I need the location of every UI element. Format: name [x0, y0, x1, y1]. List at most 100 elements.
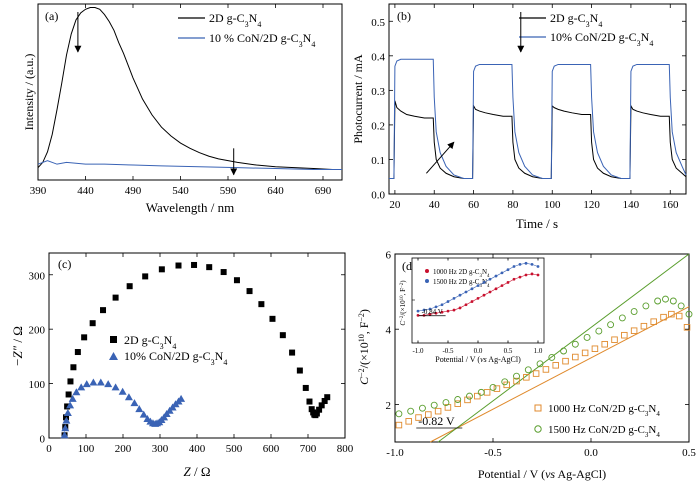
- p1-ytick-label-3: 0.3: [371, 86, 385, 98]
- p3-s1-point-7: [477, 388, 485, 396]
- p3-s0-point-24: [630, 327, 638, 334]
- inset-legend: 1000 Hz 2D g-C3N4 1500 Hz 2D g-C3N4: [425, 268, 490, 289]
- p2-s1-point-15: [130, 399, 139, 407]
- panel-a-frame: [37, 3, 343, 181]
- p3-s0-point-8: [474, 392, 481, 400]
- panel-c-legend-1: 2D g-C3N4: [124, 333, 176, 351]
- p2-xtick-label-5: 500: [226, 443, 243, 455]
- p3-s0-point-17: [562, 357, 569, 365]
- panel-a-legend-1: 2D g-C3N4: [209, 11, 261, 29]
- inset-frame: [411, 257, 545, 344]
- p3-s0-point-20: [591, 345, 599, 353]
- p3-s0-point-19: [581, 349, 589, 357]
- p2-xtick-label-7: 700: [300, 443, 317, 455]
- p3-s1-point-8: [489, 384, 497, 391]
- p3-s1-point-12: [536, 360, 544, 368]
- panel-b-xlabel: Time / s: [516, 216, 558, 231]
- p4-xtick-label-1: -0.5: [442, 347, 454, 355]
- p2-s0-point-12: [126, 283, 133, 290]
- p2-s0-point-14: [158, 266, 165, 273]
- p2-s0-point-16: [191, 261, 198, 268]
- p2-s1-point-6: [72, 388, 81, 396]
- p2-s0-point-15: [175, 262, 182, 269]
- p2-s1-point-10: [96, 378, 105, 386]
- p2-s0-point-26: [302, 384, 309, 391]
- p2-s0-point-18: [220, 269, 227, 276]
- p3-s1-point-19: [618, 314, 626, 322]
- p3-s1-point-24: [669, 297, 677, 305]
- p2-s0-point-32: [313, 410, 320, 417]
- p2-s1-point-17: [139, 410, 148, 418]
- p3-s1-point-23: [662, 295, 669, 303]
- p2-s0-point-23: [279, 332, 286, 339]
- p0-xtick-label-0: 390: [30, 185, 47, 197]
- p1-ytick-label-2: 0.2: [371, 120, 385, 132]
- p3-ytick-label-2: 6: [386, 250, 392, 262]
- p3-s1-point-22: [654, 297, 662, 305]
- p3-xtick-label-1: -0.5: [484, 447, 502, 459]
- p3-s1-point-10: [513, 372, 520, 380]
- p2-s0-point-7: [74, 349, 81, 356]
- p2-s1-point-7: [77, 383, 86, 391]
- p2-s1-point-8: [82, 380, 91, 388]
- p0-xtick-label-2: 490: [125, 185, 142, 197]
- p3-s0-point-30: [683, 324, 691, 331]
- inset-legend-1: 1000 Hz 2D g-C3N4: [433, 268, 490, 279]
- p4-xtick-label-0: -1.0: [412, 347, 424, 355]
- panel-c-legend: 2D g-C3N4 10% CoN/2D g-C3N4: [109, 333, 227, 367]
- p2-s0-point-28: [308, 406, 315, 413]
- panel-b-legend-2: 10% CoN/2D g-C3N4: [550, 30, 653, 48]
- p1-xtick-label-5: 120: [583, 199, 600, 211]
- p3-ytick-label-1: 4: [386, 325, 392, 337]
- panel-b-ylabel: Photocurrent / mA: [351, 54, 365, 144]
- p2-s0-point-17: [206, 264, 213, 271]
- p2-s0-point-8: [81, 334, 88, 341]
- p3-s1-point-4: [442, 399, 450, 406]
- panel-d: (d) C−2/(×1010, F−2) Potential / V (vs A…: [357, 250, 697, 482]
- p1-xtick-label-3: 80: [507, 199, 519, 211]
- p0-series-1: [37, 160, 342, 170]
- p2-s1-point-0: [60, 431, 69, 439]
- panel-d-inset: C−2/(×1010, F−2) Potential / V (vs Ag-Ag…: [399, 257, 545, 364]
- p3-s0-point-7: [464, 396, 471, 404]
- p2-s0-point-22: [269, 315, 276, 322]
- p2-ytick-label-3: 300: [29, 270, 46, 282]
- p3-ytick-label-0: 2: [386, 400, 392, 412]
- panel-c-legend-2: 10% CoN/2D g-C3N4: [124, 349, 227, 367]
- p0-xtick-label-1: 440: [77, 185, 94, 197]
- p3-s1-point-5: [454, 396, 462, 403]
- p3-s1-point-18: [607, 321, 615, 329]
- p4-series-line-1: [417, 263, 539, 312]
- p3-s0-point-9: [483, 389, 491, 396]
- panel-b-legend-1: 2D g-C3N4: [550, 11, 602, 29]
- p2-s0-point-27: [306, 398, 313, 405]
- p4-xtick-label-2: 0.0: [474, 347, 483, 355]
- inset-ylabel: C−2/(×1010, F−2): [399, 280, 407, 326]
- p3-s0-point-27: [660, 313, 667, 321]
- p2-s0-point-21: [258, 301, 265, 308]
- p1-ytick-label-1: 0.1: [371, 155, 385, 167]
- p2-s1-point-14: [124, 393, 133, 401]
- p2-s1-point-4: [66, 401, 75, 409]
- p2-s0-point-24: [289, 349, 296, 356]
- p1-series-1: [389, 58, 687, 179]
- panel-c-ylabel: −Z″ / Ω: [10, 326, 25, 366]
- panel-d-legend: 1000 Hz CoN/2D g-C3N4 1500 Hz CoN/2D g-C…: [534, 403, 660, 439]
- p0-xtick-label-4: 590: [220, 185, 237, 197]
- p1-series-0: [389, 100, 687, 179]
- p3-s0-point-10: [493, 385, 501, 392]
- p0-xtick-label-3: 540: [172, 185, 189, 197]
- p3-s1-point-6: [466, 392, 473, 400]
- p2-s0-point-34: [318, 402, 325, 409]
- panel-b-label: (b): [397, 9, 411, 23]
- p3-s0-point-28: [668, 310, 675, 318]
- panel-d-frame: [394, 253, 690, 443]
- p2-ytick-label-1: 100: [29, 379, 46, 391]
- p2-xtick-label-1: 100: [78, 443, 95, 455]
- p3-s0-point-21: [601, 340, 608, 348]
- p2-xtick-label-8: 800: [337, 443, 354, 455]
- p1-xtick-label-6: 140: [623, 199, 640, 211]
- p3-s1-point-13: [548, 353, 556, 361]
- panel-d-ylabel: C−2/(×1010, F−2): [357, 309, 372, 385]
- p3-s1-point-15: [571, 340, 579, 348]
